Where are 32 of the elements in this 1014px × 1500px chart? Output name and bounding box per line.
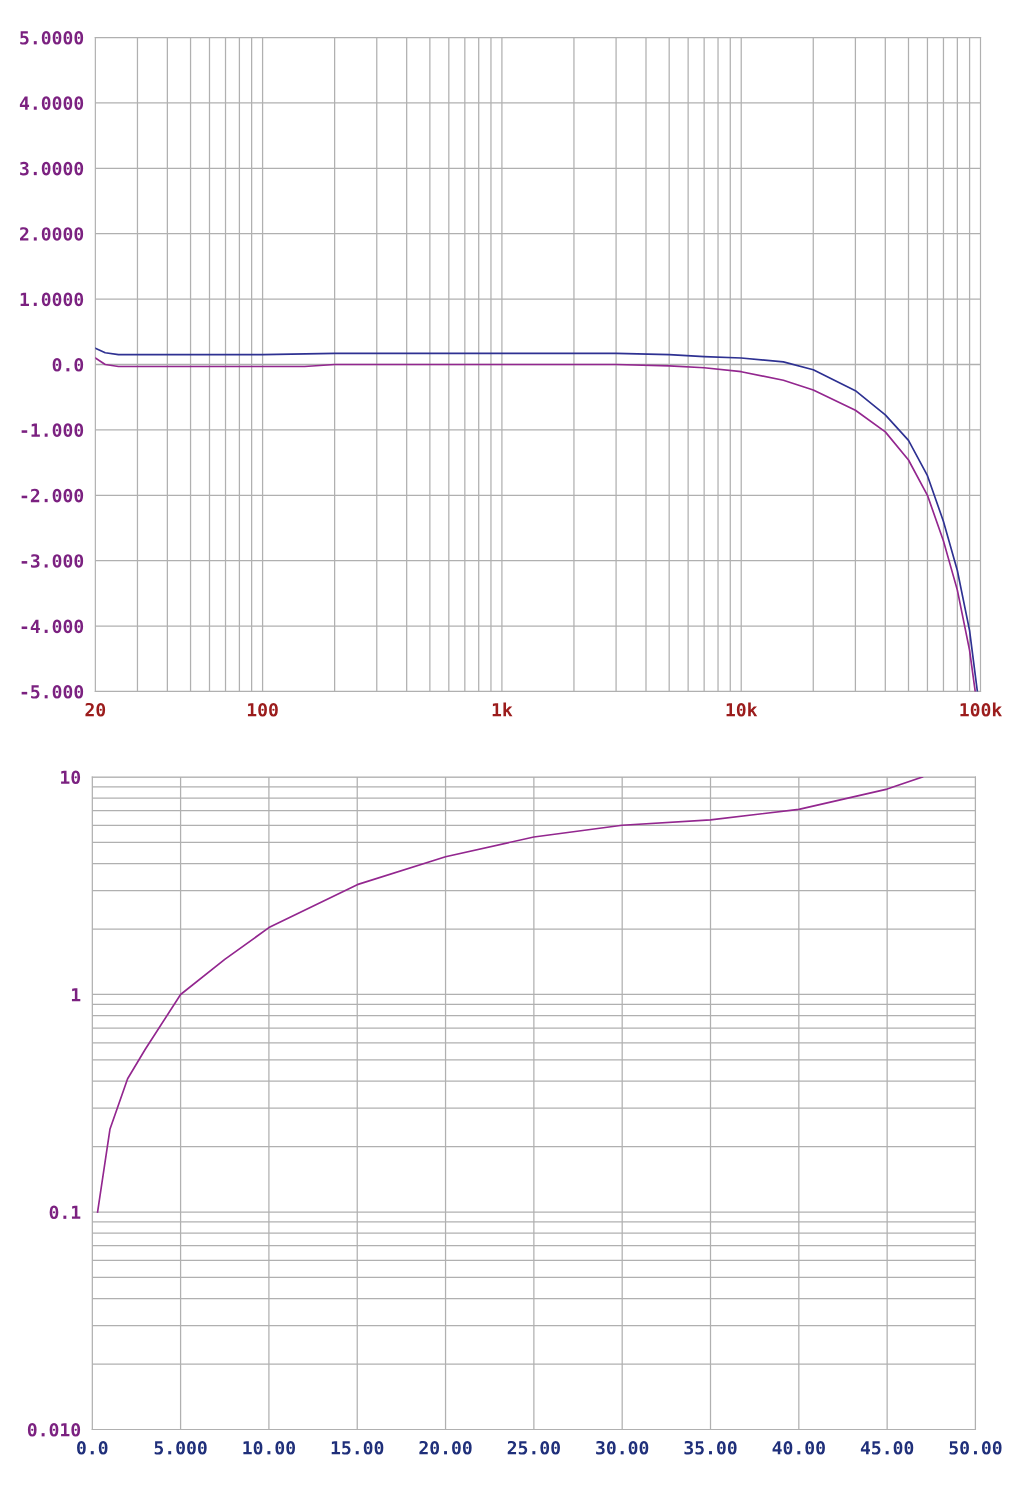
- x-tick-label: 5.000: [154, 1440, 207, 1455]
- y-tick-label: 5.0000: [20, 30, 84, 45]
- y-tick-label: 0.1: [49, 1205, 81, 1220]
- x-tick-label: 20: [85, 702, 106, 717]
- y-tick-label: 2.0000: [20, 227, 84, 241]
- y-tick-label: -2.000: [21, 488, 84, 503]
- x-tick-label: 1k: [492, 702, 513, 717]
- y-tick-label: 10: [61, 770, 81, 785]
- x-tick-label: 100: [247, 702, 278, 717]
- y-tick-label: 1.0000: [20, 292, 84, 307]
- x-tick-label: 35.00: [684, 1440, 737, 1455]
- y-tick-label: -4.000: [21, 619, 84, 634]
- x-tick-label: 40.00: [772, 1440, 825, 1455]
- x-tick-label: 100k: [960, 702, 1002, 717]
- x-tick-label: 45.00: [860, 1440, 914, 1455]
- y-tick-label: 3.0000: [20, 161, 84, 176]
- y-tick-label: 4.0000: [19, 96, 84, 111]
- y-tick-label: 0.010: [27, 1422, 81, 1437]
- x-tick-label: 15.00: [331, 1440, 384, 1455]
- x-tick-label: 0.0: [77, 1440, 108, 1455]
- y-tick-label: -1.000: [21, 423, 84, 438]
- x-tick-label: 30.00: [596, 1440, 649, 1455]
- x-tick-label: 10.00: [243, 1440, 296, 1455]
- y-tick-label: 1: [71, 988, 81, 1002]
- x-tick-label: 25.00: [507, 1440, 560, 1455]
- x-tick-label: 50.00: [949, 1440, 1002, 1455]
- line-series: [96, 777, 924, 1213]
- y-tick-label: -5.000: [21, 684, 84, 699]
- y-tick-label: -3.000: [21, 554, 84, 568]
- x-tick-label: 20.00: [419, 1440, 472, 1455]
- y-tick-label: 0.0: [52, 357, 84, 372]
- x-tick-label: 10k: [726, 702, 758, 717]
